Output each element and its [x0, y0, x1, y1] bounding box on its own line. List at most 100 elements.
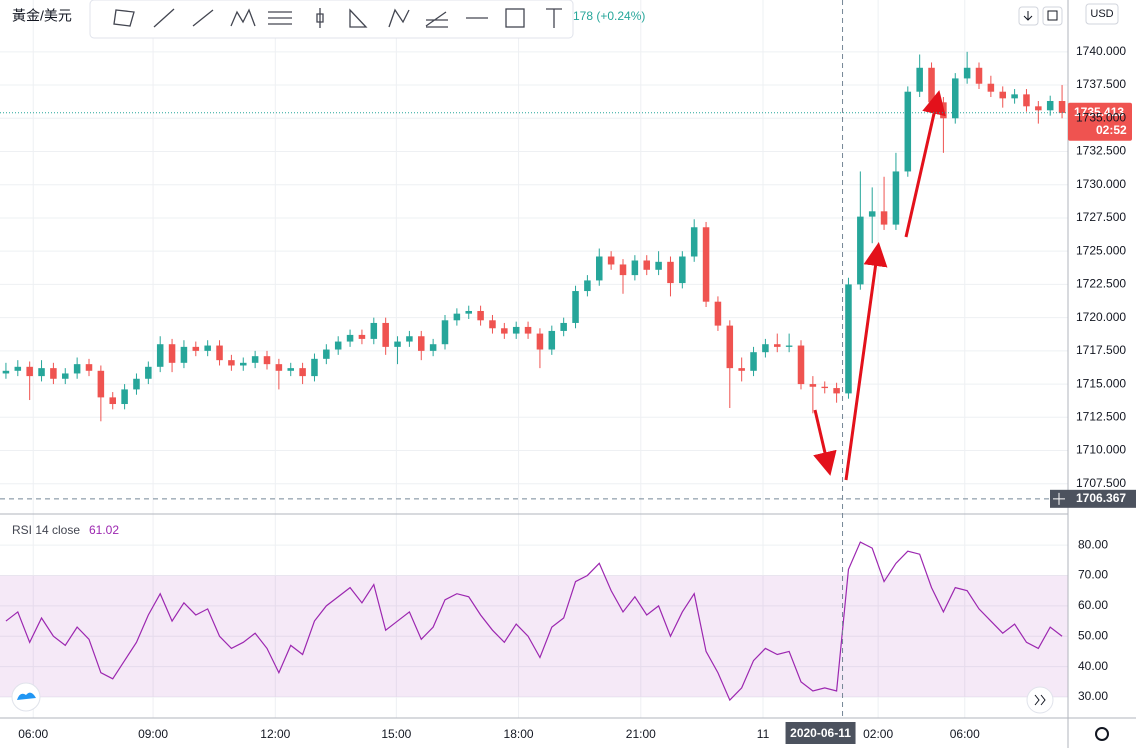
candle-body	[406, 336, 413, 342]
candle-body	[1058, 101, 1066, 113]
candle-body	[999, 91, 1006, 99]
candle-body	[156, 344, 164, 367]
candle-body	[441, 320, 449, 345]
settings-button[interactable]	[1095, 727, 1109, 741]
candle-body	[857, 216, 864, 285]
candle-body	[204, 345, 211, 351]
currency: USD	[1090, 8, 1113, 20]
candle-body	[180, 346, 188, 363]
candle-body	[311, 358, 318, 377]
candle-body	[323, 349, 330, 359]
candle-body	[346, 334, 354, 342]
x-tick-label: 09:00	[138, 727, 168, 741]
candle-body	[465, 310, 472, 314]
candle-body	[833, 388, 840, 394]
crosshair-price-tag	[1068, 489, 1136, 508]
candle-body	[904, 91, 912, 172]
logo-icon	[17, 692, 36, 700]
drawing-toolbar[interactable]	[89, 0, 574, 39]
candle-body	[394, 341, 401, 347]
candle-body	[26, 366, 33, 377]
candle-body	[429, 344, 437, 351]
candle-body	[726, 325, 734, 369]
candle-body	[774, 344, 781, 347]
candle-body	[987, 83, 995, 92]
rsi-last: 61.02	[89, 523, 119, 537]
change: 178 (+0.24%)	[573, 9, 645, 23]
y-tick-label: 1707.500	[1076, 476, 1126, 490]
candle-body	[714, 301, 722, 326]
x-tick-label: 21:00	[626, 727, 656, 741]
candle-body	[809, 384, 817, 387]
y-tick-label: 1737.500	[1076, 77, 1126, 91]
x-tick-label: 15:00	[381, 727, 411, 741]
crosshair-price: 1706.367	[1076, 491, 1126, 505]
candle-body	[14, 366, 22, 371]
candle-body	[762, 344, 769, 353]
candle-body	[584, 280, 591, 292]
y-tick-label: 1715.000	[1076, 376, 1126, 390]
annotation-arrows	[813, 90, 946, 481]
candle-body	[596, 256, 603, 281]
crosshair-plus-icon	[1053, 492, 1065, 505]
candle-body	[477, 310, 484, 321]
y-tick-label: 1727.500	[1076, 210, 1126, 224]
candle-body	[145, 366, 152, 379]
candle-body	[631, 260, 639, 276]
y-tick-label: 1735.000	[1076, 110, 1126, 124]
x-tick-label: 06:00	[18, 727, 48, 741]
y-tick-label: 1717.500	[1076, 343, 1126, 357]
candle-body	[251, 356, 259, 363]
candle-body	[940, 102, 947, 119]
candle-body	[524, 326, 532, 334]
scroll-icon	[1034, 694, 1046, 706]
candle-body	[121, 389, 128, 405]
candle-body	[1046, 101, 1054, 111]
candle-body	[287, 368, 294, 371]
candle-body	[963, 67, 971, 79]
countdown: 02:52	[1096, 123, 1127, 137]
candle-body	[133, 378, 140, 390]
crosshair-date-tag	[785, 722, 856, 744]
last-price-label: 1735.413	[1074, 105, 1124, 119]
rsi-tick-label: 40.00	[1078, 659, 1108, 673]
y-tick-label: 1732.500	[1076, 144, 1126, 158]
candle-body	[738, 368, 745, 371]
rsi-tick-label: 70.00	[1078, 568, 1108, 582]
candle-body	[821, 386, 828, 389]
rsi-tick-label: 50.00	[1078, 628, 1108, 642]
y-tick-label: 1710.000	[1076, 443, 1126, 457]
y-tick-label: 1730.000	[1076, 177, 1126, 191]
candle-body	[418, 336, 425, 351]
y-tick-label: 1725.000	[1076, 243, 1126, 257]
candle-body	[916, 67, 923, 92]
header-buttons[interactable]	[1018, 6, 1063, 26]
currency-box[interactable]	[1085, 3, 1119, 25]
candle-body	[1011, 94, 1018, 99]
candle-body	[655, 261, 662, 270]
candle-body	[702, 227, 710, 302]
candle-body	[275, 364, 283, 371]
scroll-button[interactable]	[1026, 686, 1054, 714]
rsi-band	[0, 575, 1068, 698]
candle-body	[880, 211, 888, 225]
rsi-tick-label: 80.00	[1078, 537, 1108, 551]
x-tick-label: 11	[757, 727, 770, 741]
x-tick-label: 02:00	[863, 727, 893, 741]
x-tick-label: 18:00	[504, 727, 534, 741]
candle-body	[489, 320, 496, 329]
candle-body	[1035, 106, 1042, 111]
candle-body	[382, 322, 389, 347]
candle-body	[548, 330, 556, 350]
candle-body	[240, 362, 247, 366]
candle-body	[62, 373, 69, 379]
candle-body	[679, 256, 686, 284]
candle-body	[560, 322, 567, 331]
candle-body	[358, 334, 366, 339]
y-tick-label: 1740.000	[1076, 44, 1126, 58]
candle-body	[216, 345, 223, 361]
candle-body	[607, 256, 615, 265]
candle-body	[750, 352, 757, 371]
candle-body	[50, 368, 57, 379]
